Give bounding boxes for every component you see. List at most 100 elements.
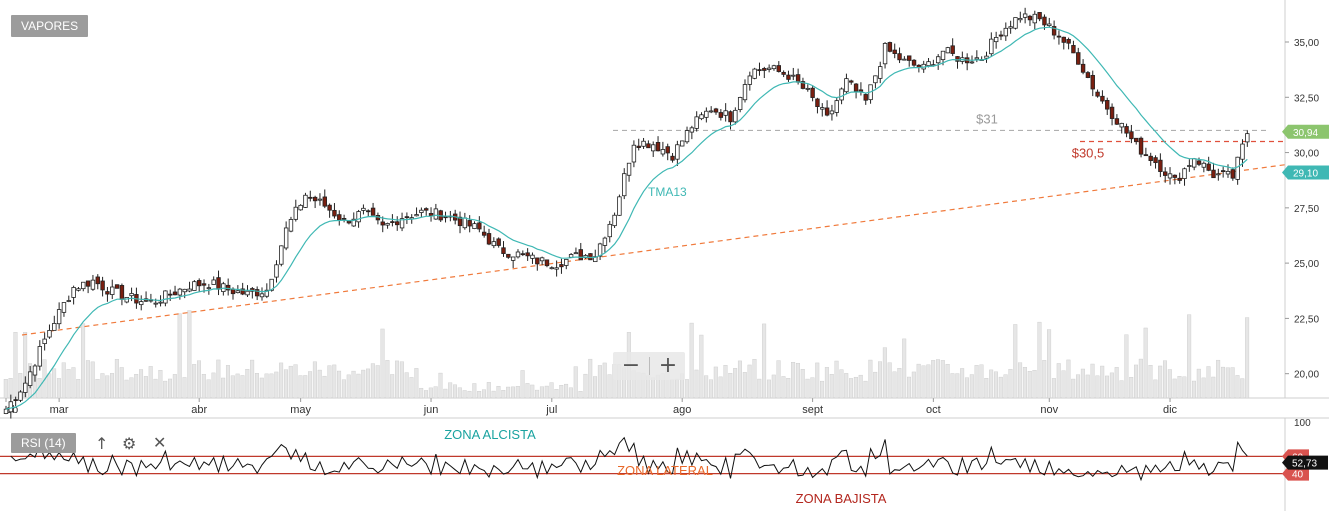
candle-body (776, 65, 781, 72)
volume-bar (1027, 371, 1032, 399)
candle-body (665, 146, 670, 154)
volume-bar (1201, 377, 1206, 399)
candle-body (641, 140, 646, 147)
candle-body (795, 74, 801, 83)
candle-body (240, 288, 245, 295)
volume-bar (824, 367, 829, 399)
candle-body (839, 88, 844, 101)
volume-bar (515, 386, 520, 399)
volume-bar (853, 376, 858, 399)
volume-bar (375, 365, 380, 399)
volume-bar (337, 370, 342, 399)
volume-bar (989, 369, 994, 399)
candle-body (1008, 26, 1013, 29)
volume-bar (477, 391, 482, 399)
volume-bar (863, 380, 868, 399)
candle-body (800, 81, 806, 89)
close-icon[interactable]: ✕ (153, 433, 167, 452)
candle-body (578, 249, 583, 261)
candle-body (926, 61, 931, 66)
volume-bar (588, 358, 593, 399)
zoom-in-button[interactable]: + (658, 353, 678, 378)
volume-bar (800, 369, 805, 399)
volume-bar (1076, 374, 1081, 399)
candle-body (308, 196, 313, 199)
volume-bar (1153, 379, 1158, 399)
candle-body (530, 254, 535, 259)
volume-bar (225, 365, 230, 399)
volume-bar (390, 374, 395, 399)
candle-body (699, 114, 704, 120)
candle-body (327, 204, 332, 211)
x-tick-label: oct (926, 404, 941, 416)
volume-bar (593, 376, 598, 399)
candle-body (1090, 74, 1095, 90)
volume-bar (902, 338, 907, 399)
candle-body (1240, 143, 1245, 160)
candle-body (1143, 154, 1149, 157)
candle-body (3, 408, 9, 414)
volume-bar (607, 374, 612, 399)
volume-bar (921, 365, 926, 399)
candle-body (1056, 35, 1062, 38)
volume-bar (1061, 370, 1066, 399)
candle-body (356, 211, 361, 223)
candle-body (771, 65, 777, 70)
indicator-label[interactable]: RSI (14) (11, 433, 76, 453)
candle-body (704, 110, 709, 118)
candle-body (506, 253, 511, 258)
candle-body (274, 264, 279, 278)
volume-bar (858, 374, 863, 399)
candle-body (1153, 157, 1158, 164)
volume-bar (539, 386, 544, 399)
volume-bar (1143, 327, 1148, 399)
candle-body (1032, 13, 1037, 24)
volume-bar (781, 376, 786, 399)
volume-bar (1240, 378, 1245, 399)
last-price-label: 30,94 (1293, 128, 1318, 139)
volume-bar (945, 364, 950, 399)
volume-bar (1018, 362, 1023, 399)
volume-bar (1191, 380, 1196, 399)
volume-bar (259, 377, 264, 399)
volume-bar (245, 369, 250, 399)
volume-bar (1003, 374, 1008, 399)
volume-bar (911, 371, 916, 399)
candle-body (1138, 137, 1144, 155)
volume-bar (433, 386, 438, 399)
candle-body (279, 245, 284, 265)
ma-line (5, 26, 1248, 410)
volume-bar (530, 384, 535, 399)
zone-lateral-label: ZONA LATERAL (617, 463, 713, 478)
candle-body (501, 247, 506, 254)
candle-body (969, 61, 975, 64)
candle-body (346, 220, 352, 224)
volume-bar (172, 374, 177, 399)
candle-body (824, 107, 830, 116)
candle-body (293, 206, 298, 220)
volume-bar (196, 360, 201, 399)
symbol-button[interactable]: VAPORES (11, 15, 89, 37)
candle-body (892, 49, 897, 54)
gear-icon[interactable]: ⚙ (122, 434, 137, 453)
volume-bar (559, 385, 564, 399)
x-tick-label: may (290, 404, 311, 416)
candle-body (361, 207, 366, 211)
candle-body (535, 257, 540, 265)
volume-bar (1051, 378, 1056, 399)
support-trendline (21, 164, 1286, 336)
volume-bar (254, 373, 259, 399)
candle-body (114, 284, 120, 289)
volume-bar (1211, 376, 1216, 399)
volume-bar (52, 368, 57, 399)
volume-bar (583, 373, 588, 399)
candle-body (491, 241, 497, 247)
candle-body (124, 297, 129, 303)
candle-body (399, 218, 405, 229)
zoom-out-button[interactable]: − (621, 353, 641, 378)
volume-bar (288, 365, 293, 399)
volume-bar (1090, 363, 1095, 399)
candle-body (1105, 100, 1110, 110)
arrow-up-icon[interactable]: ↑ (95, 434, 109, 453)
